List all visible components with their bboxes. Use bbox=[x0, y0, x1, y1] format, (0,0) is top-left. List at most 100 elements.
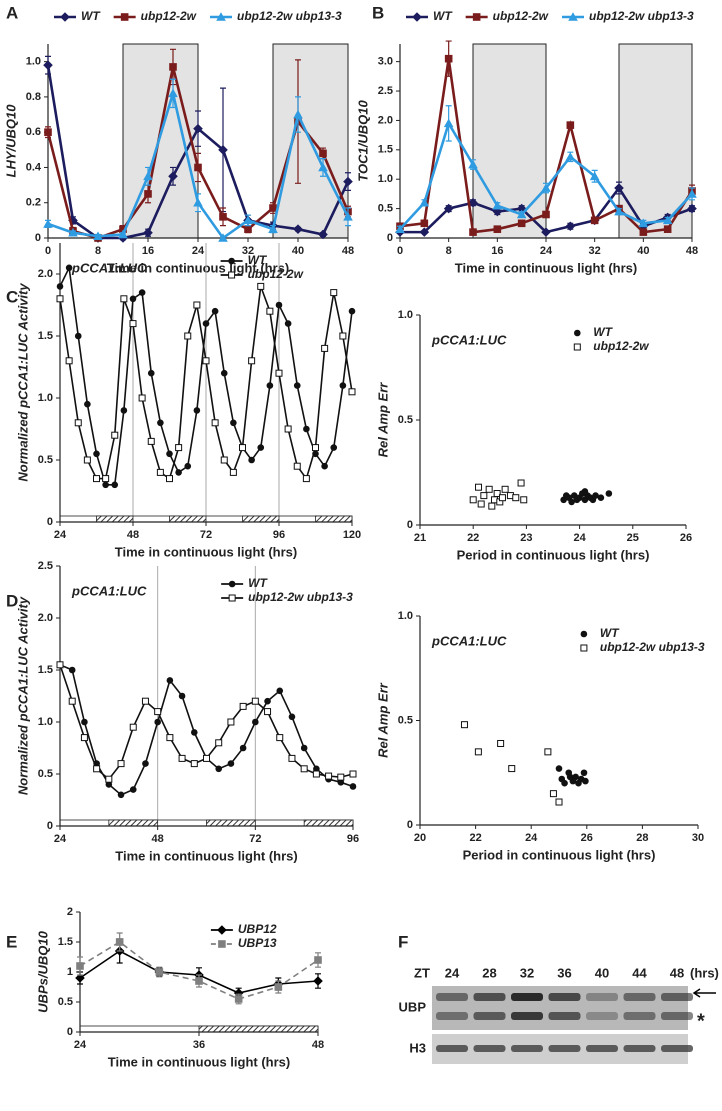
band bbox=[661, 993, 693, 1001]
marker bbox=[81, 718, 88, 726]
x-tick-label: 32 bbox=[589, 245, 601, 257]
lane-label: 24 bbox=[445, 965, 460, 980]
marker bbox=[154, 718, 161, 726]
marker bbox=[321, 344, 329, 352]
marker bbox=[302, 475, 310, 483]
y-tick-label: 2.0 bbox=[38, 268, 53, 280]
marker bbox=[142, 760, 149, 767]
marker bbox=[460, 721, 468, 729]
legend-marker bbox=[228, 271, 236, 279]
x-tick-label: 28 bbox=[636, 832, 648, 844]
marker bbox=[218, 233, 228, 242]
marker bbox=[300, 744, 308, 752]
legend-label: ubp12-2w ubp13-3 bbox=[248, 590, 353, 604]
marker bbox=[614, 206, 624, 216]
marker bbox=[184, 462, 192, 470]
x-tick-label: 16 bbox=[142, 245, 154, 257]
marker bbox=[80, 734, 88, 742]
marker bbox=[662, 215, 673, 225]
legend-marker bbox=[412, 12, 422, 22]
annotation: pCCA1:LUC bbox=[431, 633, 507, 648]
marker bbox=[93, 231, 103, 241]
marker bbox=[120, 295, 128, 303]
legend-marker bbox=[217, 925, 227, 935]
y-tick-label: 2.5 bbox=[38, 560, 53, 572]
band bbox=[586, 1045, 618, 1052]
marker bbox=[318, 229, 328, 240]
x-tick-label: 48 bbox=[686, 245, 698, 257]
marker bbox=[83, 456, 91, 464]
y-tick-label: 1.0 bbox=[38, 716, 53, 728]
x-tick-label: 24 bbox=[54, 833, 67, 845]
marker bbox=[325, 772, 333, 780]
y-tick-label: 0.5 bbox=[58, 996, 73, 1008]
marker bbox=[343, 212, 353, 221]
marker bbox=[175, 444, 183, 452]
x-tick-label: 25 bbox=[627, 532, 639, 544]
marker bbox=[395, 224, 405, 233]
marker bbox=[492, 200, 503, 210]
legend-label: WT bbox=[433, 9, 453, 23]
marker bbox=[555, 798, 563, 806]
y-tick-label: 1.5 bbox=[58, 936, 73, 948]
y-tick-label: 0 bbox=[407, 819, 413, 831]
y-tick-label: 1.5 bbox=[378, 144, 393, 156]
marker bbox=[288, 754, 296, 762]
marker bbox=[566, 121, 575, 129]
x-tick-label: 40 bbox=[637, 245, 649, 257]
dark-period-bar bbox=[198, 1025, 319, 1033]
marker bbox=[147, 369, 155, 377]
y-tick-label: 1.0 bbox=[398, 309, 413, 321]
marker bbox=[248, 357, 256, 365]
marker bbox=[129, 786, 137, 793]
marker bbox=[154, 708, 162, 716]
marker bbox=[203, 754, 210, 762]
band bbox=[586, 1012, 618, 1020]
y-tick-label: 0.5 bbox=[398, 414, 413, 426]
marker bbox=[339, 382, 347, 389]
marker bbox=[443, 203, 454, 214]
y-tick-label: 2.5 bbox=[378, 85, 393, 97]
marker bbox=[469, 228, 477, 236]
marker bbox=[138, 394, 146, 402]
marker bbox=[178, 754, 186, 762]
marker bbox=[239, 702, 247, 710]
marker bbox=[541, 227, 551, 237]
y-axis-label: Rel Amp Err bbox=[375, 382, 390, 458]
y-tick-label: 2.0 bbox=[378, 114, 393, 126]
marker bbox=[168, 88, 178, 98]
marker bbox=[542, 210, 550, 219]
marker bbox=[166, 450, 173, 458]
marker bbox=[264, 708, 272, 716]
y-axis-label: LHY/UBQ10 bbox=[3, 104, 18, 178]
marker bbox=[687, 189, 697, 198]
marker bbox=[156, 468, 164, 476]
x-axis-label: Time in continuous light (hrs) bbox=[107, 260, 289, 275]
marker bbox=[493, 225, 502, 233]
panel-label: E bbox=[6, 932, 17, 951]
marker bbox=[211, 307, 219, 315]
marker bbox=[274, 983, 283, 991]
marker bbox=[348, 388, 356, 396]
x-tick-label: 22 bbox=[469, 832, 481, 844]
marker bbox=[590, 216, 599, 225]
marker bbox=[117, 760, 125, 768]
band bbox=[623, 993, 656, 1001]
marker bbox=[93, 765, 101, 773]
y-axis-label: Normalized pCCA1:LUC Activity bbox=[15, 596, 30, 795]
x-tick-label: 24 bbox=[54, 529, 67, 541]
x-axis-label: Time in continuous light (hrs) bbox=[108, 1054, 290, 1069]
zt-label: ZT bbox=[414, 965, 430, 980]
marker bbox=[468, 159, 478, 169]
legend-marker bbox=[573, 343, 581, 351]
marker bbox=[129, 320, 137, 328]
legend-label: ubp12-2w bbox=[493, 9, 549, 23]
marker bbox=[68, 215, 78, 226]
marker bbox=[284, 320, 292, 327]
marker bbox=[572, 773, 579, 781]
marker bbox=[275, 301, 283, 309]
legend-label: ubp12-2w bbox=[593, 339, 649, 353]
x-tick-label: 24 bbox=[540, 245, 553, 257]
x-tick-label: 0 bbox=[45, 245, 51, 257]
marker bbox=[444, 54, 453, 63]
